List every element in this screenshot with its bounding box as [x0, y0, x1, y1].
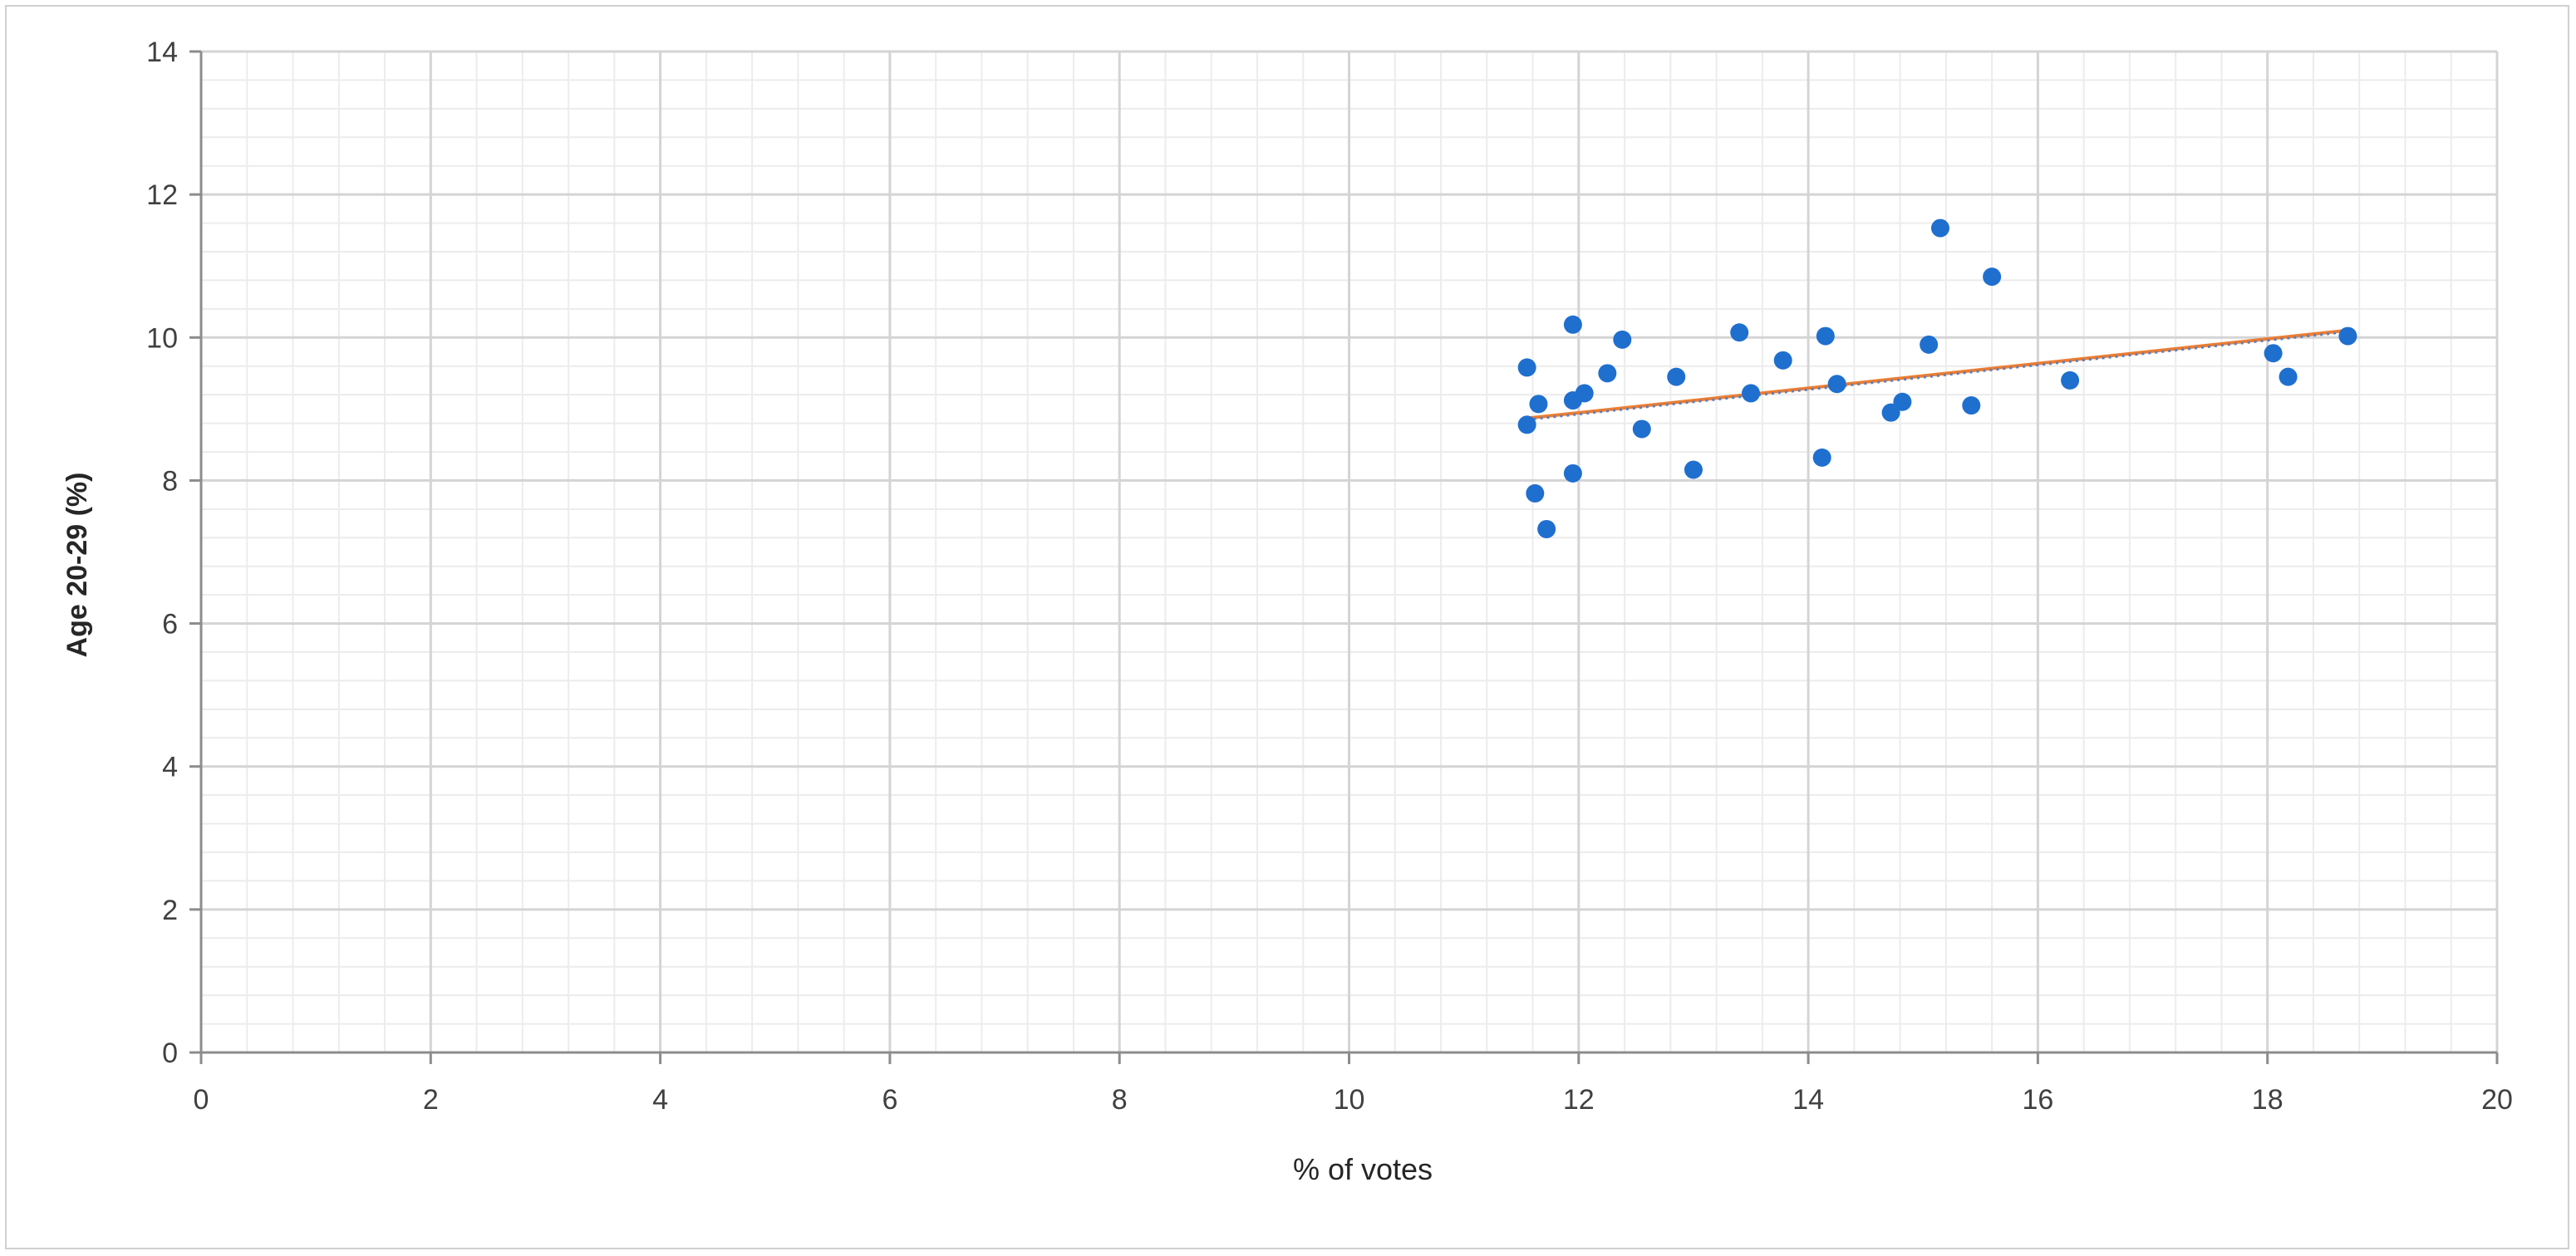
x-axis-label: % of votes	[1293, 1152, 1433, 1186]
data-point	[1827, 375, 1846, 394]
data-point	[2338, 326, 2357, 346]
y-tick-label: 0	[162, 1038, 178, 1069]
x-tick-label: 12	[1563, 1084, 1595, 1116]
data-point	[1962, 396, 1981, 415]
x-tick-label: 4	[652, 1084, 668, 1116]
y-tick-label: 2	[162, 895, 178, 926]
x-tick-label: 8	[1112, 1084, 1128, 1116]
data-point	[1598, 364, 1617, 383]
data-point	[1983, 267, 2002, 287]
data-point	[1930, 218, 1949, 238]
y-tick-label: 8	[162, 465, 178, 497]
x-tick-label: 18	[2252, 1084, 2283, 1116]
data-point	[2279, 367, 2298, 386]
y-tick-label: 14	[146, 37, 178, 68]
data-point	[1563, 315, 1582, 334]
data-point	[1730, 323, 1749, 342]
data-point	[1529, 395, 1548, 414]
x-tick-label: 6	[882, 1084, 897, 1116]
data-point	[1816, 326, 1835, 346]
data-point	[1517, 415, 1536, 434]
data-points	[1517, 218, 2357, 538]
data-point	[1517, 358, 1536, 377]
x-tick-label: 16	[2022, 1084, 2053, 1116]
data-point	[1632, 419, 1651, 439]
data-point	[1773, 351, 1792, 370]
data-point	[1812, 448, 1831, 467]
data-point	[1613, 330, 1632, 349]
data-point	[1563, 464, 1582, 483]
data-point	[1667, 367, 1686, 386]
y-tick-label: 4	[162, 752, 178, 783]
x-tick-label: 2	[423, 1084, 439, 1116]
y-tick-label: 12	[146, 179, 178, 211]
data-point	[1920, 335, 1939, 354]
data-point	[2264, 344, 2283, 363]
data-point	[1537, 519, 1556, 538]
trendline	[1526, 328, 2348, 420]
y-tick-label: 6	[162, 609, 178, 640]
data-point	[1881, 403, 1900, 422]
x-tick-label: 14	[1792, 1084, 1824, 1116]
y-axis-label: Age 20-29 (%)	[61, 473, 93, 658]
major-gridlines	[201, 50, 2499, 1052]
data-point	[1893, 392, 1912, 411]
data-point	[1575, 384, 1594, 403]
data-point	[1742, 384, 1761, 403]
x-tick-label: 20	[2481, 1084, 2513, 1116]
y-tick-label: 10	[146, 322, 178, 354]
trendlines	[1526, 328, 2348, 421]
data-point	[2061, 370, 2080, 390]
x-tick-labels: 0 2 4 6 8 10 12 14 16 18 20	[194, 1084, 2513, 1116]
x-tick-label: 0	[194, 1084, 209, 1116]
x-tick-label: 10	[1334, 1084, 1365, 1116]
y-tick-labels: 0 2 4 6 8 10 12 14	[146, 37, 178, 1069]
axes	[189, 50, 2499, 1064]
trendline-dotted	[1526, 330, 2348, 421]
chart-frame	[5, 5, 2569, 1249]
data-point	[1526, 483, 1545, 503]
data-point	[1684, 460, 1703, 479]
